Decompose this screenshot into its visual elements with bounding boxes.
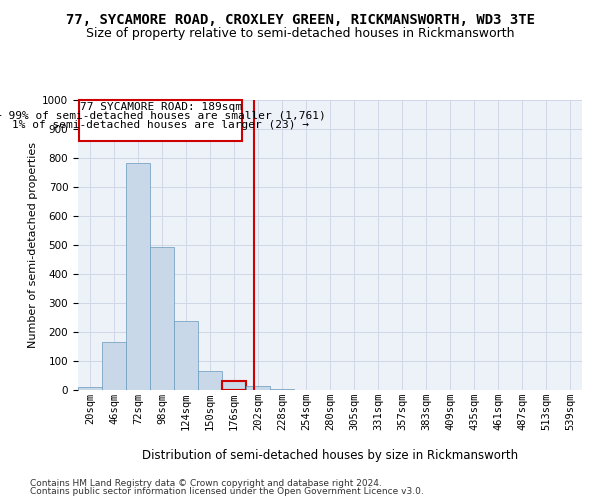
Bar bbox=[198, 371, 222, 390]
Text: Size of property relative to semi-detached houses in Rickmansworth: Size of property relative to semi-detach… bbox=[86, 28, 514, 40]
Y-axis label: Number of semi-detached properties: Number of semi-detached properties bbox=[28, 142, 38, 348]
Text: 1% of semi-detached houses are larger (23) →: 1% of semi-detached houses are larger (2… bbox=[13, 120, 310, 130]
Bar bbox=[270, 389, 294, 390]
Text: ← 99% of semi-detached houses are smaller (1,761): ← 99% of semi-detached houses are smalle… bbox=[0, 111, 326, 121]
Text: Contains HM Land Registry data © Crown copyright and database right 2024.: Contains HM Land Registry data © Crown c… bbox=[30, 478, 382, 488]
Bar bbox=[150, 248, 174, 390]
Text: Contains public sector information licensed under the Open Government Licence v3: Contains public sector information licen… bbox=[30, 487, 424, 496]
Text: 77 SYCAMORE ROAD: 189sqm: 77 SYCAMORE ROAD: 189sqm bbox=[80, 102, 242, 113]
Text: Distribution of semi-detached houses by size in Rickmansworth: Distribution of semi-detached houses by … bbox=[142, 448, 518, 462]
Bar bbox=[174, 322, 198, 390]
Bar bbox=[126, 163, 150, 390]
Bar bbox=[222, 382, 246, 390]
Bar bbox=[102, 342, 126, 390]
Text: 77, SYCAMORE ROAD, CROXLEY GREEN, RICKMANSWORTH, WD3 3TE: 77, SYCAMORE ROAD, CROXLEY GREEN, RICKMA… bbox=[65, 12, 535, 26]
Bar bbox=[78, 387, 102, 390]
Bar bbox=[246, 386, 270, 390]
FancyBboxPatch shape bbox=[79, 100, 242, 141]
